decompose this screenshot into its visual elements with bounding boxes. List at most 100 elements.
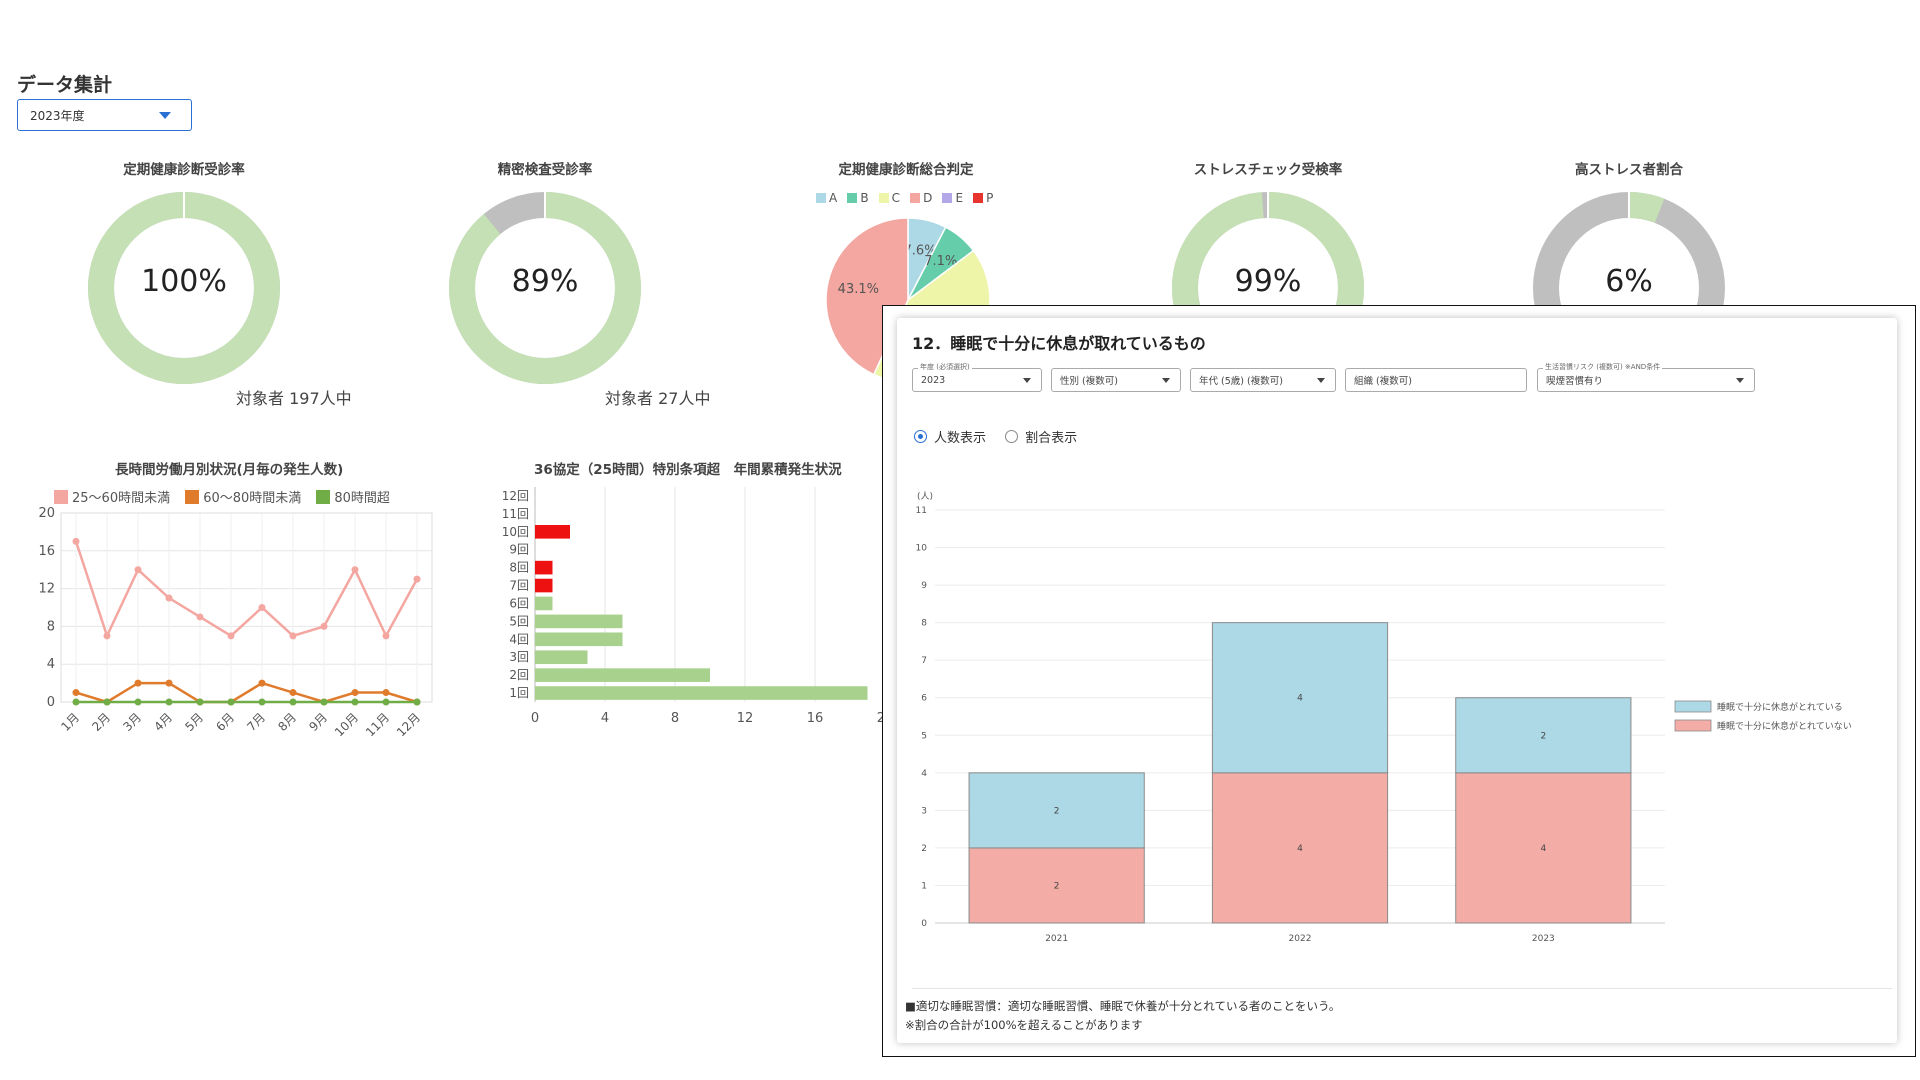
line-point [72,689,80,697]
radio-ratio[interactable]: 割合表示 [1005,427,1077,446]
chevron-down-icon[interactable] [1736,378,1744,383]
line-legend-item: 25～60時間未満 [54,487,170,506]
hbar-bar [535,596,553,611]
sbar-segment [1211,772,1389,924]
filter-lifestyle-risk-label: 生活習慣リスク (複数可) ※AND条件 [1543,362,1663,372]
pie-legend-item: P [970,191,993,205]
line-point [289,689,297,697]
pie-legend-item: B [844,191,869,205]
line-point [72,698,80,706]
line-y-tick-label: 12 [38,582,55,597]
hbar-y-tick-label: 11回 [502,507,529,521]
line-point [351,698,359,706]
hbar-x-tick-label: 4 [601,711,609,726]
hbar-y-tick-label: 3回 [509,650,529,664]
sbar-y-tick-label: 5 [921,731,927,741]
hbar-y-tick-label: 12回 [502,489,529,503]
modal-divider [912,988,1892,989]
line-x-tick-label: 3月 [120,710,144,734]
line-point [351,689,359,697]
line-point [227,698,235,706]
line-series [75,681,418,704]
sbar-x-tick-label: 2023 [1532,934,1555,944]
line-point [382,632,390,640]
pie-legend-item: D [907,191,932,205]
sbar-y-tick-label: 8 [921,619,927,629]
chevron-down-icon[interactable] [159,112,171,119]
kpi-donut-detailed-exam [449,192,641,384]
filter-year-label: 年度 (必須選択) [918,362,972,372]
pie-slice-label: 7.1% [924,254,957,269]
modal-title: 12．睡眠で十分に休息が取れているもの [912,334,1206,353]
sbar-legend-label: 睡眠で十分に休息がとれている [1717,701,1843,713]
kpi-title-detailed-exam: 精密検査受診率 [497,162,593,178]
line-point [320,698,328,706]
pie-legend-item: E [939,191,963,205]
filter-gender[interactable]: 性別 (複数可) [1051,368,1181,392]
line-point [196,613,204,621]
line-point [289,698,297,706]
filter-year[interactable]: 2023 [912,368,1042,392]
hbar-y-tick-label: 5回 [509,614,529,628]
line-y-tick-label: 0 [47,695,55,710]
hbar-bar [535,632,623,647]
radio-unselected-icon[interactable] [1005,430,1019,443]
line-legend-item: 80時間超 [316,487,390,506]
sbar-y-unit-label: (人) [917,491,933,502]
line-point [289,632,297,640]
radio-count[interactable]: 人数表示 [914,427,986,446]
kpi-title-health-checkup: 定期健康診断受診率 [123,162,245,178]
sbar-x-tick-label: 2021 [1045,934,1068,944]
line-x-tick-label: 4月 [151,710,175,734]
radio-selected-icon[interactable] [914,430,927,443]
line-x-tick-label: 9月 [306,710,330,734]
kpi-donut-health-checkup [88,192,280,384]
line-point [134,679,142,687]
chevron-down-icon[interactable] [1023,378,1031,383]
display-mode-radios: 人数表示 割合表示 [914,427,1077,447]
line-plot-border [60,512,433,703]
sbar-legend-swatch [1674,700,1712,713]
sbar-y-tick-label: 4 [921,769,927,779]
hbar-y-tick-label: 2回 [509,668,529,682]
sbar-segment-label: 2 [1054,881,1060,891]
sbar-y-tick-label: 0 [921,919,927,929]
modal-note-2: ※割合の合計が100%を超えることがあります [905,1018,1143,1032]
hbar-bar [535,524,570,539]
kpi-value-detailed-exam: 89% [511,264,579,299]
line-point [258,679,266,687]
hbar-chart-title: 36協定（25時間）特別条項超 年間累積発生状況 [534,462,842,478]
line-x-tick-label: 12月 [394,710,423,739]
line-legend: 25～60時間未満 60～80時間未満 80時間超 [54,487,400,508]
line-point [320,622,328,630]
sbar-y-tick-label: 3 [921,806,927,816]
line-point [72,537,80,545]
pie-slice-label: 7.6% [904,244,937,259]
hbar-y-tick-label: 1回 [509,686,529,700]
sbar-y-tick-label: 1 [921,881,927,891]
line-point [382,689,390,697]
hbar-y-tick-label: 6回 [509,596,529,610]
line-x-tick-label: 1月 [58,710,82,734]
sbar-y-tick-label: 2 [921,844,927,854]
hbar-x-tick-label: 8 [671,711,679,726]
filter-age[interactable]: 年代 (5歳) (複数可) [1190,368,1336,392]
sbar-segment [1455,772,1632,924]
sbar-segment-label: 4 [1540,844,1546,854]
kpi-note-detailed-exam: 対象者 27人中 [605,389,711,408]
sbar-segment [968,772,1145,849]
year-select[interactable]: 2023年度 [17,99,192,131]
pie-legend-item: A [813,191,837,205]
page-title: データ集計 [17,74,113,96]
hbar-bar [535,668,710,682]
chevron-down-icon[interactable] [1317,378,1325,383]
hbar-bar [535,686,868,700]
filter-organization[interactable]: 組織 (複数可) [1345,368,1527,392]
line-x-tick-label: 6月 [213,710,237,734]
sbar-segment [1211,622,1389,774]
chevron-down-icon[interactable] [1162,378,1170,383]
line-point [227,632,235,640]
sbar-segment [968,847,1145,924]
hbar-x-tick-label: 16 [807,711,824,726]
line-x-tick-label: 2月 [89,710,113,734]
